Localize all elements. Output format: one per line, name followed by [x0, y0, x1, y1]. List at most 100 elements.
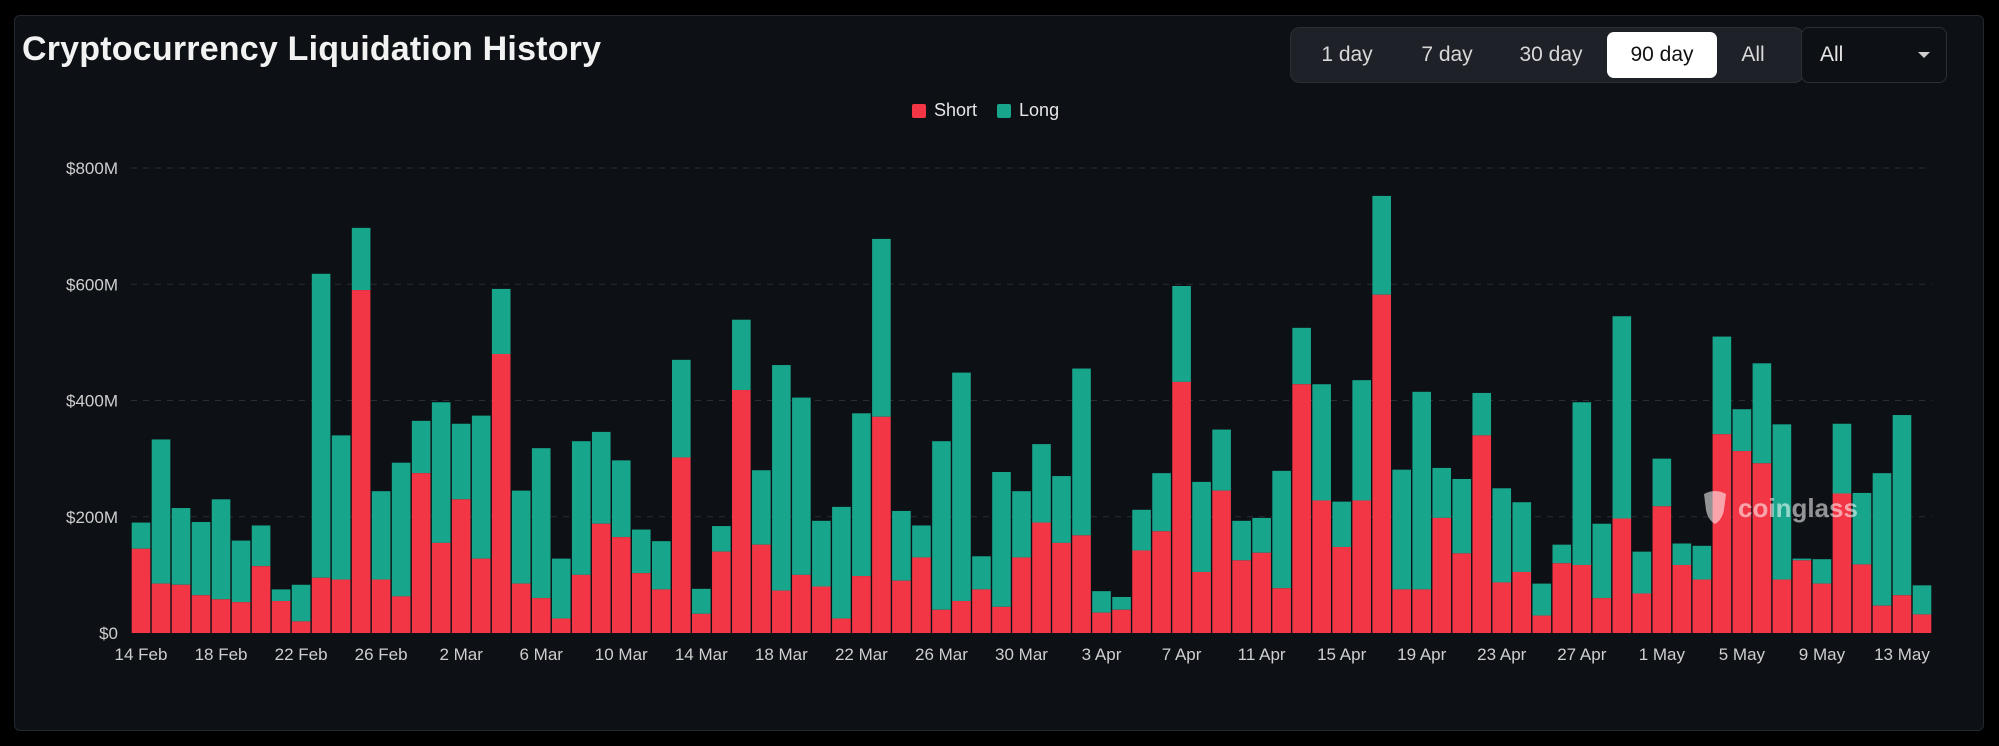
bar-long: [1412, 391, 1432, 590]
bar-short: [1592, 598, 1612, 633]
bar-short: [311, 577, 331, 633]
bar-short: [1432, 517, 1452, 633]
bar-long: [1692, 545, 1712, 580]
bar-long: [1752, 363, 1772, 464]
bar-long: [251, 525, 271, 567]
bar-long: [1392, 469, 1412, 590]
x-tick-label: 6 Mar: [519, 645, 563, 664]
bar-short: [331, 579, 351, 633]
x-tick-label: 9 May: [1799, 645, 1846, 664]
bar-long: [732, 319, 751, 391]
x-tick-label: 14 Mar: [675, 645, 728, 664]
bar-long: [1032, 444, 1051, 523]
bar-short: [1292, 384, 1311, 633]
legend-item-short[interactable]: Short: [912, 100, 977, 121]
bar-long: [1572, 402, 1592, 565]
coin-select-dropdown[interactable]: All: [1801, 27, 1947, 83]
bar-short: [591, 523, 611, 633]
bar-short: [1472, 435, 1492, 633]
x-tick-label: 10 Mar: [595, 645, 648, 664]
bar-short: [1872, 605, 1892, 633]
bar-short: [892, 580, 911, 633]
bar-long: [511, 490, 531, 584]
bar-short: [211, 599, 231, 633]
bar-long: [832, 506, 851, 619]
bar-long: [1632, 551, 1652, 594]
bar-short: [1132, 550, 1151, 633]
bar-short: [832, 618, 851, 633]
short-swatch-icon: [912, 103, 926, 118]
bar-long: [1272, 470, 1291, 589]
bar-short: [1832, 493, 1852, 633]
x-tick-label: 13 May: [1874, 645, 1930, 664]
bar-short: [651, 589, 671, 633]
bar-short: [732, 390, 751, 633]
bar-long: [1472, 392, 1492, 436]
range-90-day-button[interactable]: 90 day: [1607, 32, 1717, 78]
bar-short: [1452, 553, 1472, 633]
bar-short: [631, 573, 651, 633]
bar-long: [1312, 384, 1331, 501]
bar-short: [391, 596, 411, 633]
bar-long: [1912, 585, 1932, 615]
bar-short: [1552, 563, 1572, 633]
bar-long: [952, 372, 971, 602]
bar-long: [972, 556, 991, 590]
bar-short: [451, 499, 471, 633]
bar-short: [972, 589, 991, 633]
bar-short: [1412, 589, 1432, 633]
bar-long: [171, 508, 191, 585]
range-7-day-button[interactable]: 7 day: [1421, 43, 1473, 66]
bar-long: [591, 431, 611, 524]
bar-long: [491, 288, 511, 354]
bar-long: [651, 541, 671, 590]
coinglass-logo-icon: [1704, 491, 1726, 524]
bar-short: [1772, 579, 1792, 633]
legend-item-long[interactable]: Long: [997, 100, 1059, 121]
x-tick-label: 27 Apr: [1557, 645, 1606, 664]
bar-short: [1092, 612, 1111, 633]
y-tick-label: $600M: [66, 275, 118, 294]
bar-long: [551, 558, 571, 619]
bar-long: [331, 435, 351, 580]
range-all-button[interactable]: All: [1741, 43, 1765, 66]
bar-long: [892, 510, 911, 581]
bar-short: [491, 354, 511, 633]
bar-short: [1672, 564, 1692, 633]
bar-long: [1232, 520, 1251, 561]
bar-short: [1752, 463, 1772, 633]
bar-short: [1492, 582, 1512, 633]
x-tick-label: 14 Feb: [115, 645, 168, 664]
bar-long: [912, 525, 931, 558]
bar-short: [852, 576, 871, 633]
bar-short: [792, 574, 811, 633]
bar-short: [712, 551, 731, 633]
bar-short: [431, 542, 451, 633]
range-1-day-button[interactable]: 1 day: [1321, 43, 1373, 66]
x-tick-label: 18 Mar: [755, 645, 808, 664]
bar-short: [251, 566, 271, 633]
bar-short: [1332, 546, 1351, 633]
bar-short: [1792, 560, 1812, 633]
bar-short: [1892, 595, 1912, 633]
bar-long: [611, 460, 631, 538]
range-30-day-button[interactable]: 30 day: [1519, 43, 1583, 66]
y-tick-label: $200M: [66, 508, 118, 527]
bar-long: [1892, 415, 1912, 596]
bar-short: [1712, 434, 1732, 633]
bar-short: [511, 583, 531, 633]
bar-long: [1352, 380, 1371, 501]
bar-short: [171, 584, 191, 633]
bar-long: [391, 462, 411, 597]
bar-long: [1432, 467, 1452, 518]
bar-long: [1452, 478, 1472, 554]
bar-short: [1312, 500, 1331, 633]
bar-long: [1112, 596, 1131, 610]
bar-long: [752, 470, 771, 545]
bar-short: [1212, 490, 1231, 633]
bar-short: [1732, 451, 1752, 633]
bar-short: [992, 606, 1011, 633]
x-tick-label: 3 Apr: [1082, 645, 1122, 664]
bar-short: [411, 473, 431, 633]
bar-short: [952, 601, 971, 633]
